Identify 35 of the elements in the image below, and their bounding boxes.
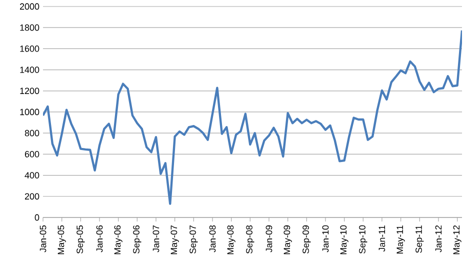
x-tick-label: May-12 <box>453 225 462 254</box>
x-tick-label: Sep-07 <box>190 225 198 254</box>
x-tick-label: Sep-05 <box>76 225 85 254</box>
y-tick-label: 2000 <box>20 3 40 10</box>
y-tick-label: 0 <box>34 214 40 220</box>
x-tick-label: May-10 <box>340 225 348 254</box>
y-tick-label: 600 <box>24 150 40 158</box>
x-tick-label: May-11 <box>396 225 405 254</box>
x-tick-label: May-06 <box>114 225 122 254</box>
line-series <box>43 29 462 205</box>
x-tick-label: Jan-09 <box>266 225 272 252</box>
x-tick-label: Sep-08 <box>246 225 254 254</box>
y-tick-label: 1800 <box>20 24 40 31</box>
x-tick-label: May-09 <box>284 225 292 254</box>
y-tick-label: 1400 <box>20 66 40 73</box>
x-tick-label: Jan-06 <box>96 225 103 252</box>
x-tick-label: Jan-11 <box>378 225 386 252</box>
x-tick-label: Sep-10 <box>359 225 368 254</box>
y-tick-label: 200 <box>24 192 40 200</box>
x-tick-label: May-08 <box>227 225 236 254</box>
x-tick-label: Jan-05 <box>40 225 46 252</box>
y-tick-label: 800 <box>24 130 40 136</box>
y-tick-label: 400 <box>24 172 40 178</box>
x-tick-label: May-07 <box>170 225 179 254</box>
x-tick-label: Jan-12 <box>435 225 442 252</box>
x-tick-label: May-05 <box>58 225 66 254</box>
y-tick-label: 1200 <box>20 87 40 94</box>
y-tick-label: 1000 <box>20 108 40 115</box>
x-tick-label: Jan-07 <box>152 225 160 252</box>
x-tick-label: Jan-08 <box>209 225 216 252</box>
y-tick-label: 1600 <box>20 45 40 52</box>
x-tick-label: Sep-11 <box>416 225 424 253</box>
x-tick-label: Sep-06 <box>133 225 142 254</box>
x-tick-label: Sep-09 <box>302 225 311 254</box>
x-tick-label: Jan-10 <box>322 225 329 252</box>
